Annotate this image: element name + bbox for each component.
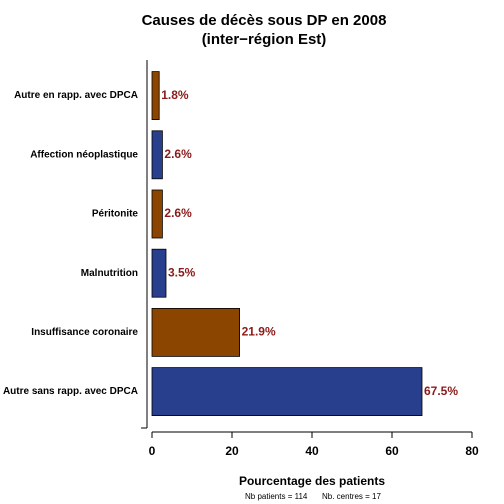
y-tick-label: Insuffisance coronaire: [31, 327, 138, 338]
y-tick-label: Autre en rapp. avec DPCA: [14, 90, 138, 101]
annotation: Nb patients = 114: [245, 492, 308, 501]
x-tick-label: 40: [305, 444, 319, 458]
chart-title: Causes de décès sous DP en 2008: [142, 12, 387, 29]
x-tick-label: 0: [149, 444, 156, 458]
chart-subtitle: (inter−région Est): [202, 31, 327, 48]
x-tick-label: 20: [225, 444, 239, 458]
y-tick-label: Autre sans rapp. avec DPCA: [3, 386, 138, 397]
x-tick-label: 60: [385, 444, 399, 458]
y-tick-label: Affection néoplastique: [30, 149, 138, 160]
value-label: 2.6%: [164, 206, 192, 220]
y-tick-label: Péritonite: [92, 209, 139, 220]
annotation: Nb. centres = 17: [322, 492, 381, 501]
value-label: 3.5%: [168, 265, 196, 279]
value-label: 1.8%: [161, 88, 189, 102]
value-label: 21.9%: [242, 325, 276, 339]
bar: [151, 248, 167, 298]
y-tick-label: Malnutrition: [81, 268, 138, 279]
bar: [151, 71, 160, 120]
bar: [151, 130, 163, 180]
bar: [151, 189, 163, 239]
bar: [151, 307, 240, 357]
value-label: 2.6%: [164, 147, 192, 161]
x-axis-label: Pourcentage des patients: [239, 474, 385, 488]
bar: [151, 367, 423, 417]
x-tick-label: 80: [465, 444, 479, 458]
value-label: 67.5%: [424, 384, 458, 398]
